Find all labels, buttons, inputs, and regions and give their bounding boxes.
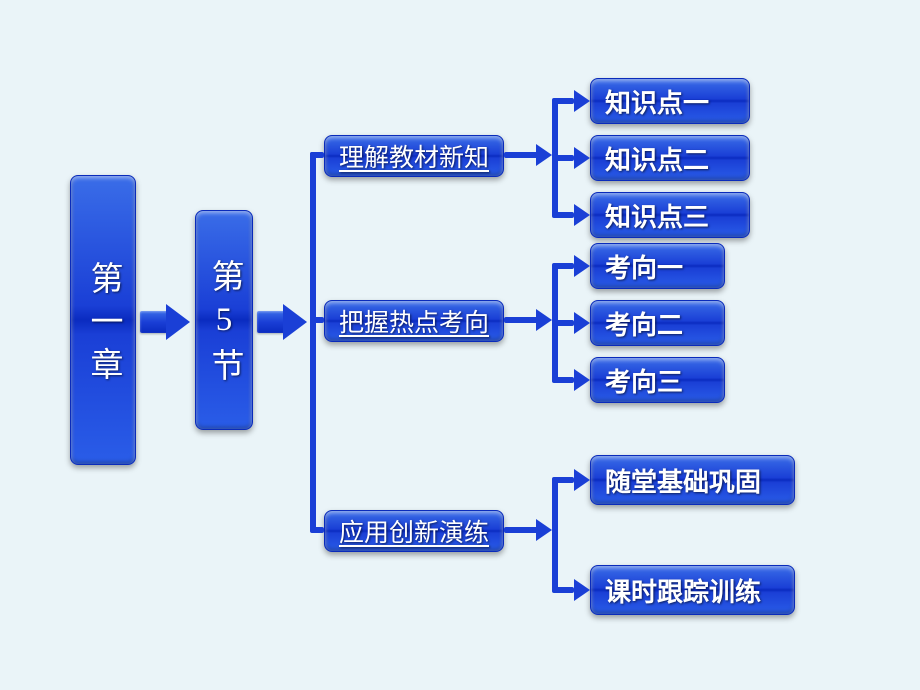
leaf-arrow-icon (574, 90, 590, 112)
middle-label: 把握热点考向 (339, 303, 489, 339)
leaf-node[interactable]: 考向二 (590, 300, 725, 346)
leaf-node[interactable]: 课时跟踪训练 (590, 565, 795, 615)
leaf-branch (552, 212, 574, 218)
mid-to-leaf-shaft (504, 527, 538, 533)
middle-node-m3[interactable]: 应用创新演练 (324, 510, 504, 552)
leaf-label: 考向二 (605, 305, 683, 342)
leaf-branch (552, 377, 574, 383)
mid-to-leaf-shaft (504, 152, 538, 158)
arrow-root2-mid (257, 305, 307, 339)
mid-branch (310, 527, 324, 533)
leaf-branch (552, 320, 574, 326)
leaf-arrow-icon (574, 147, 590, 169)
leaf-branch (552, 155, 574, 161)
root-section[interactable]: 第5节 (195, 210, 253, 430)
middle-label: 应用创新演练 (339, 513, 489, 549)
mid-branch (310, 317, 324, 323)
leaf-vertical-m3 (552, 480, 558, 590)
mid-to-leaf-shaft (504, 317, 538, 323)
leaf-arrow-icon (574, 204, 590, 226)
root-chapter[interactable]: 第一章 (70, 175, 136, 465)
leaf-arrow-icon (574, 255, 590, 277)
leaf-label: 随堂基础巩固 (605, 462, 761, 499)
leaf-node[interactable]: 知识点一 (590, 78, 750, 124)
leaf-branch (552, 98, 574, 104)
mid-branch (310, 152, 324, 158)
middle-label: 理解教材新知 (339, 138, 489, 174)
leaf-arrow-icon (574, 312, 590, 334)
leaf-label: 课时跟踪训练 (605, 572, 761, 609)
leaf-node[interactable]: 知识点二 (590, 135, 750, 181)
leaf-label: 知识点一 (605, 83, 709, 120)
mid-to-leaf-arrow (536, 144, 552, 166)
leaf-arrow-icon (574, 579, 590, 601)
mid-to-leaf-arrow (536, 519, 552, 541)
leaf-label: 考向三 (605, 362, 683, 399)
leaf-branch (552, 263, 574, 269)
leaf-node[interactable]: 随堂基础巩固 (590, 455, 795, 505)
leaf-arrow-icon (574, 369, 590, 391)
leaf-arrow-icon (574, 469, 590, 491)
leaf-branch (552, 587, 574, 593)
leaf-label: 知识点三 (605, 197, 709, 234)
root-section-label: 第5节 (200, 259, 248, 391)
leaf-node[interactable]: 考向一 (590, 243, 725, 289)
leaf-node[interactable]: 知识点三 (590, 192, 750, 238)
mid-to-leaf-arrow (536, 309, 552, 331)
middle-node-m2[interactable]: 把握热点考向 (324, 300, 504, 342)
mid-vertical-connector (310, 152, 316, 532)
arrow-root1-root2 (140, 305, 190, 339)
leaf-label: 考向一 (605, 248, 683, 285)
leaf-node[interactable]: 考向三 (590, 357, 725, 403)
leaf-label: 知识点二 (605, 140, 709, 177)
leaf-branch (552, 477, 574, 483)
middle-node-m1[interactable]: 理解教材新知 (324, 135, 504, 177)
root-chapter-label: 第一章 (79, 261, 127, 390)
